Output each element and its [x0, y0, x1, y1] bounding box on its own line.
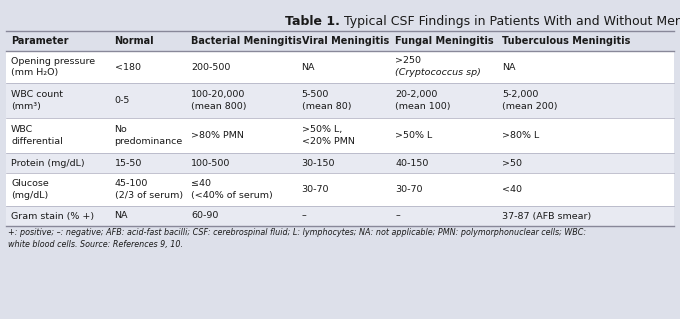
Text: 200-500: 200-500: [191, 63, 231, 71]
Text: >250: >250: [395, 56, 421, 65]
Text: Parameter: Parameter: [11, 36, 69, 46]
Text: >50% L: >50% L: [395, 131, 432, 140]
Text: 30-70: 30-70: [302, 185, 329, 194]
Text: Bacterial Meningitis: Bacterial Meningitis: [191, 36, 302, 46]
Text: 30-70: 30-70: [395, 185, 422, 194]
Text: ≤40
(<40% of serum): ≤40 (<40% of serum): [191, 179, 273, 200]
Bar: [6, 51, 674, 83]
Text: 45-100
(2/3 of serum): 45-100 (2/3 of serum): [114, 179, 183, 200]
Text: Normal: Normal: [114, 36, 154, 46]
Bar: [6, 206, 674, 226]
Text: (Cryptococcus sp): (Cryptococcus sp): [395, 68, 481, 77]
Text: 5-2,000
(mean 200): 5-2,000 (mean 200): [502, 90, 558, 111]
Text: 5-500
(mean 80): 5-500 (mean 80): [302, 90, 351, 111]
Text: –: –: [395, 211, 400, 220]
Text: <180: <180: [114, 63, 141, 71]
Text: No
predominance: No predominance: [114, 125, 183, 146]
Text: Tuberculous Meningitis: Tuberculous Meningitis: [502, 36, 630, 46]
Text: WBC count
(mm³): WBC count (mm³): [11, 90, 63, 111]
Text: 15-50: 15-50: [114, 159, 142, 167]
Bar: [6, 31, 674, 51]
Text: 20-2,000
(mean 100): 20-2,000 (mean 100): [395, 90, 451, 111]
Bar: [6, 173, 674, 206]
Text: Glucose
(mg/dL): Glucose (mg/dL): [11, 179, 49, 200]
Text: >80% PMN: >80% PMN: [191, 131, 244, 140]
Bar: [6, 83, 674, 118]
Text: 40-150: 40-150: [395, 159, 428, 167]
Text: NA: NA: [502, 63, 515, 71]
Bar: [6, 118, 674, 153]
Text: 100-500: 100-500: [191, 159, 231, 167]
Text: Table 1.: Table 1.: [285, 15, 340, 28]
Text: >80% L: >80% L: [502, 131, 539, 140]
Text: 60-90: 60-90: [191, 211, 219, 220]
Text: Protein (mg/dL): Protein (mg/dL): [11, 159, 84, 167]
Text: 37-87 (AFB smear): 37-87 (AFB smear): [502, 211, 591, 220]
Text: 0-5: 0-5: [114, 96, 130, 105]
Text: Typical CSF Findings in Patients With and Without Meningitis: Typical CSF Findings in Patients With an…: [340, 15, 680, 28]
Bar: [6, 153, 674, 173]
Text: Opening pressure
(mm H₂O): Opening pressure (mm H₂O): [11, 57, 95, 77]
Text: 30-150: 30-150: [302, 159, 335, 167]
Text: NA: NA: [114, 211, 128, 220]
Text: Gram stain (% +): Gram stain (% +): [11, 211, 94, 220]
Text: >50: >50: [502, 159, 522, 167]
Text: WBC
differential: WBC differential: [11, 125, 63, 146]
Text: Fungal Meningitis: Fungal Meningitis: [395, 36, 494, 46]
Text: <40: <40: [502, 185, 522, 194]
Text: +: positive; –: negative; AFB: acid-fast bacilli; CSF: cerebrospinal fluid; L: l: +: positive; –: negative; AFB: acid-fast…: [8, 228, 586, 249]
Text: >50% L,
<20% PMN: >50% L, <20% PMN: [302, 125, 354, 146]
Text: Viral Meningitis: Viral Meningitis: [302, 36, 389, 46]
Text: NA: NA: [302, 63, 315, 71]
Text: –: –: [302, 211, 306, 220]
Text: 100-20,000
(mean 800): 100-20,000 (mean 800): [191, 90, 247, 111]
